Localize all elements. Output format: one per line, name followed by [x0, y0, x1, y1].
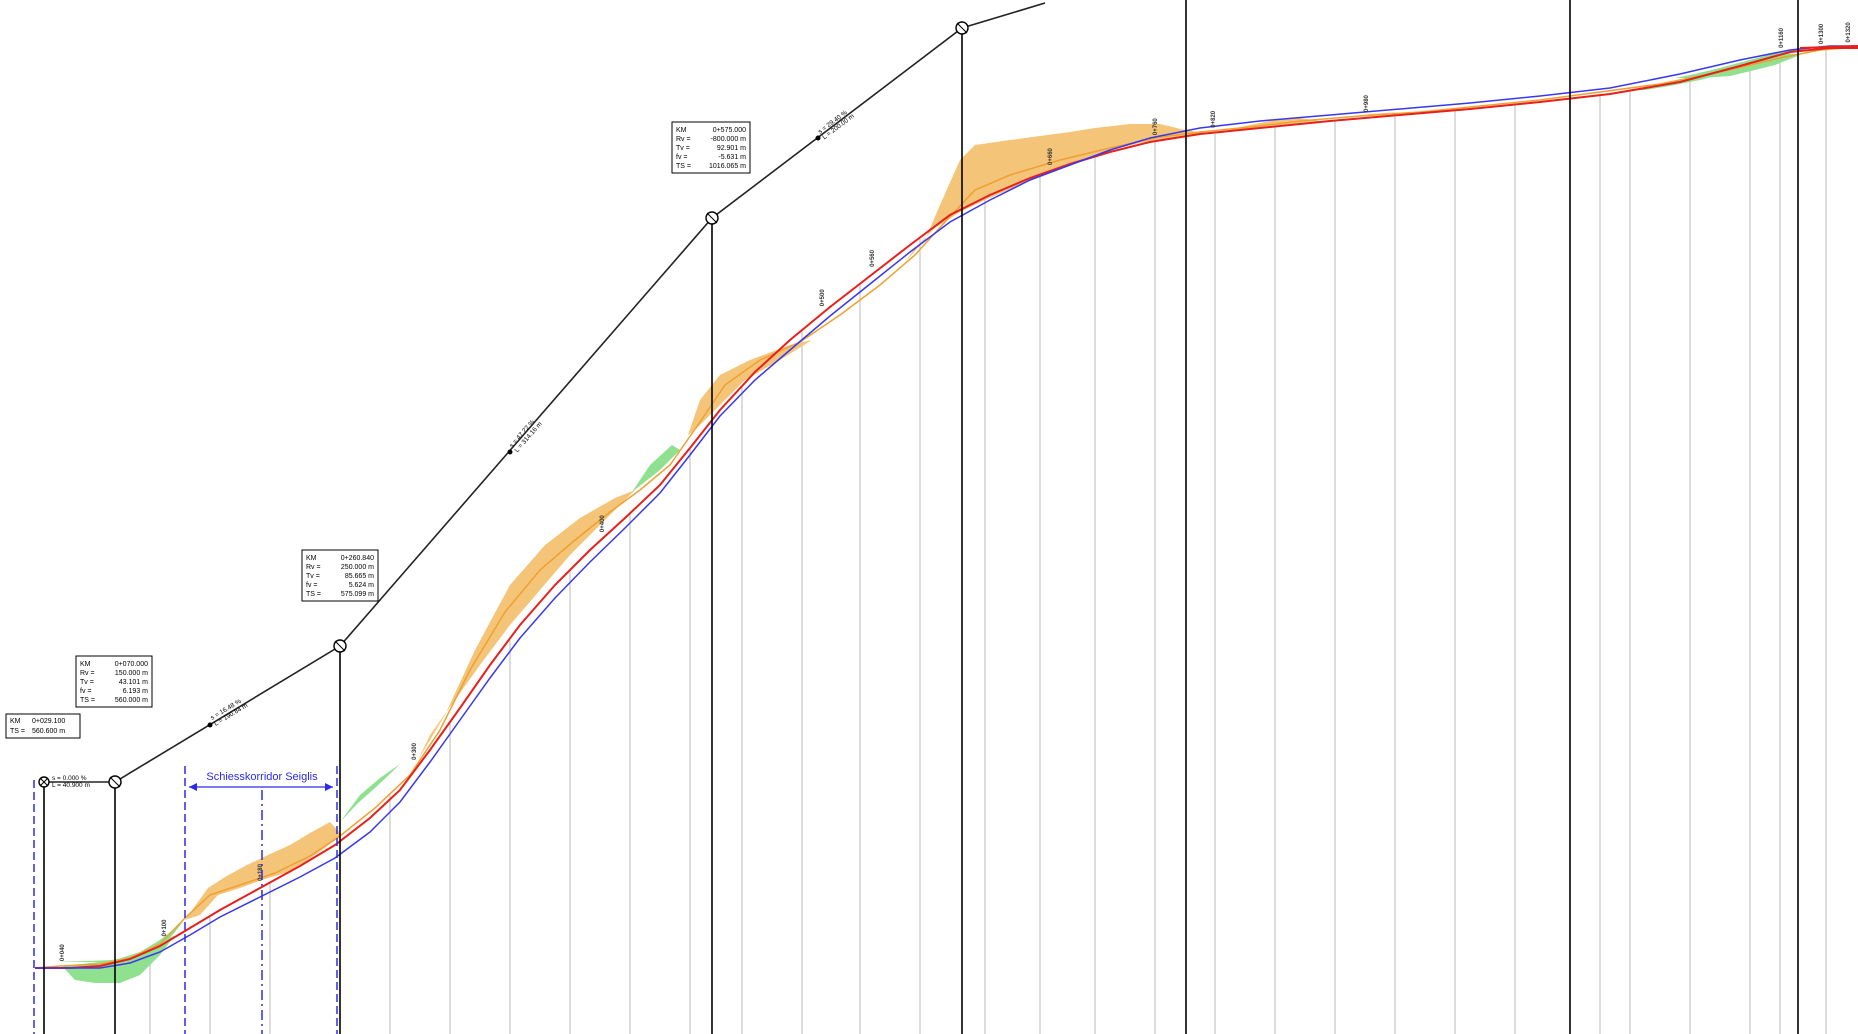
station-labels: 0+040 0+100 0+180 0+300 0+400 0+500 0+560 0+660…: [60, 22, 1852, 961]
slope-labels: s = 0.000 % L = 40.900 m s = 16.48 % L =…: [52, 109, 856, 789]
pvi-cross: [39, 777, 49, 787]
info-box-start[interactable]: KM 0+029.100 TS = 560.600 m: [5, 713, 81, 739]
cut-area: [905, 124, 1205, 262]
pvi-cross: [334, 640, 346, 652]
info-value: 1016.065 m: [709, 163, 746, 170]
fill-area: [340, 764, 400, 822]
corridor-label: Schiesskorridor Seiglis: [206, 771, 318, 783]
station-label: 0+1300: [1819, 23, 1825, 44]
station-label: 0+100: [162, 919, 168, 937]
shooting-corridor: Schiesskorridor Seiglis: [33, 766, 338, 1034]
existing-terrain-line: [34, 46, 1858, 969]
info-key: fv =: [80, 688, 91, 695]
cut-area: [688, 340, 812, 435]
info-key: KM: [676, 127, 687, 134]
axis-line: [35, 45, 1858, 969]
info-key: TS =: [676, 163, 691, 170]
info-value: 150.000 m: [115, 670, 148, 677]
fill-area: [1675, 52, 1800, 78]
station-label: 0+760: [1153, 118, 1159, 136]
design-grade-line: [35, 47, 1858, 969]
info-value: 560.000 m: [115, 697, 148, 704]
info-value: 5.624 m: [349, 582, 374, 589]
info-value: 85.665 m: [345, 573, 374, 580]
station-label: 0+1320: [1846, 22, 1852, 43]
info-key: TS =: [306, 591, 321, 598]
station-grid: [149, 49, 1827, 1034]
arrow-left-icon: [189, 783, 197, 791]
station-label: 0+400: [600, 515, 606, 533]
info-key: KM: [80, 661, 91, 668]
cut-area: [185, 822, 342, 920]
info-value: -5.631 m: [718, 154, 746, 161]
info-key: Rv =: [80, 670, 95, 677]
slope-label: s = 0.000 % L = 40.900 m: [52, 775, 90, 789]
info-value: 0+260.840: [341, 555, 374, 562]
info-key: KM: [10, 718, 21, 725]
station-label: 0+180: [258, 863, 264, 881]
info-value: 0+575.000: [713, 127, 746, 134]
info-box-frame: [75, 655, 153, 708]
info-box-pvi-3[interactable]: KM 0+575.000 Rv = -800.000 m Tv = 92.901 m fv …: [671, 121, 751, 174]
info-value: 6.193 m: [123, 688, 148, 695]
pvi-cross: [956, 22, 968, 34]
pvi-verticals: [43, 0, 1799, 1034]
grade-midpoint: [207, 722, 213, 728]
slope-label: s = 47.22 % L = 314.16 m: [508, 419, 543, 454]
arrow-right-icon: [325, 783, 333, 791]
station-label: 0+500: [820, 289, 826, 307]
fill-area: [62, 935, 175, 983]
info-key: Rv =: [306, 564, 321, 571]
profile-end: [1799, 45, 1858, 49]
station-label: 0+980: [1364, 94, 1370, 112]
info-key: TS =: [80, 697, 95, 704]
info-value: 92.901 m: [717, 145, 746, 152]
pvi-markers: [38, 21, 969, 789]
station-label: 0+560: [870, 249, 876, 267]
info-box-pvi-2[interactable]: KM 0+260.840 Rv = 250.000 m Tv = 85.665 m fv =…: [301, 549, 379, 602]
info-value: 250.000 m: [341, 564, 374, 571]
info-box-frame: [301, 549, 379, 602]
station-label: 0+820: [1211, 110, 1217, 128]
station-label: 0+300: [412, 742, 418, 760]
pvi-cross: [706, 212, 718, 224]
grade-midpoint: [507, 449, 513, 455]
station-label: 0+1160: [1779, 27, 1785, 48]
info-value: 43.101 m: [119, 679, 148, 686]
grade-midpoints: [207, 135, 821, 728]
slope-label: s = 16.48 % L = 190.84 m: [209, 698, 249, 728]
slope-text: s = 0.000 %: [52, 775, 87, 782]
info-box-frame: [671, 121, 751, 174]
station-label: 0+660: [1048, 147, 1054, 165]
info-value: 560.600 m: [32, 728, 65, 735]
info-key: KM: [306, 555, 317, 562]
cut-areas: [185, 112, 1400, 920]
station-label: 0+040: [60, 944, 66, 962]
info-value: 0+029.100: [32, 718, 65, 725]
pvi-cross: [109, 776, 121, 788]
info-box-pvi-1[interactable]: KM 0+070.000 Rv = 150.000 m Tv = 43.101 m fv =…: [75, 655, 153, 708]
info-key: Tv =: [306, 573, 320, 580]
info-key: Tv =: [80, 679, 94, 686]
info-value: 575.099 m: [341, 591, 374, 598]
vertical-alignment-tangents: [44, 2, 1046, 783]
info-key: fv =: [676, 154, 687, 161]
fill-area: [632, 445, 680, 492]
info-key: Tv =: [676, 145, 690, 152]
info-box-frame: [5, 713, 81, 739]
info-key: fv =: [306, 582, 317, 589]
info-key: Rv =: [676, 136, 691, 143]
info-value: 0+070.000: [115, 661, 148, 668]
info-value: -800.000 m: [711, 136, 747, 143]
length-text: L = 40.900 m: [52, 782, 90, 789]
grade-midpoint: [815, 135, 821, 141]
info-key: TS =: [10, 728, 25, 735]
